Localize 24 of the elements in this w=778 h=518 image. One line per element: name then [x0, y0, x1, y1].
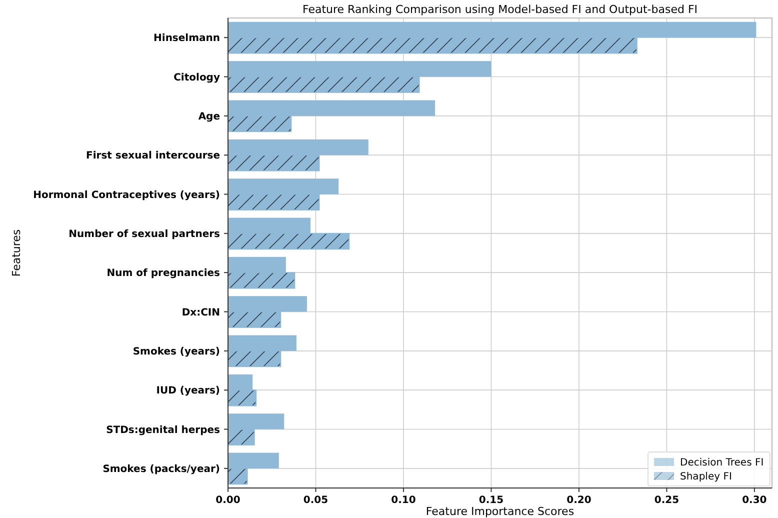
- x-tick-label: 0.30: [742, 495, 767, 506]
- y-tick-label: First sexual intercourse: [86, 150, 220, 162]
- chart-title: Feature Ranking Comparison using Model-based FI and Output-based FI: [302, 3, 698, 16]
- y-tick-label: Hormonal Contraceptives (years): [33, 190, 220, 201]
- y-axis-title: Features: [10, 229, 23, 277]
- x-axis-title: Feature Importance Scores: [426, 505, 574, 518]
- y-tick-label: STDs:genital herpes: [106, 424, 220, 436]
- x-tick-label: 0.00: [216, 495, 240, 506]
- y-tick-label: Dx:CIN: [182, 307, 220, 318]
- x-tick-label: 0.20: [566, 495, 592, 506]
- legend-label: Decision Trees FI: [680, 458, 764, 468]
- y-tick-label: Number of sexual partners: [68, 228, 220, 240]
- y-tick-label: Smokes (packs/year): [102, 464, 220, 475]
- y-tick-label: Num of pregnancies: [106, 268, 220, 280]
- y-tick-label: Smokes (years): [132, 346, 220, 358]
- x-tick-label: 0.25: [654, 495, 680, 506]
- x-tick-label: 0.10: [391, 495, 416, 506]
- legend-label: Shapley FI: [680, 472, 732, 482]
- x-tick-label: 0.05: [303, 495, 328, 506]
- y-tick-label: Age: [198, 111, 220, 122]
- y-tick-label: Hinselmann: [154, 33, 220, 44]
- y-tick-label: Citology: [174, 72, 220, 84]
- x-tick-label: 0.15: [478, 495, 504, 506]
- y-tick-label: IUD (years): [156, 386, 220, 397]
